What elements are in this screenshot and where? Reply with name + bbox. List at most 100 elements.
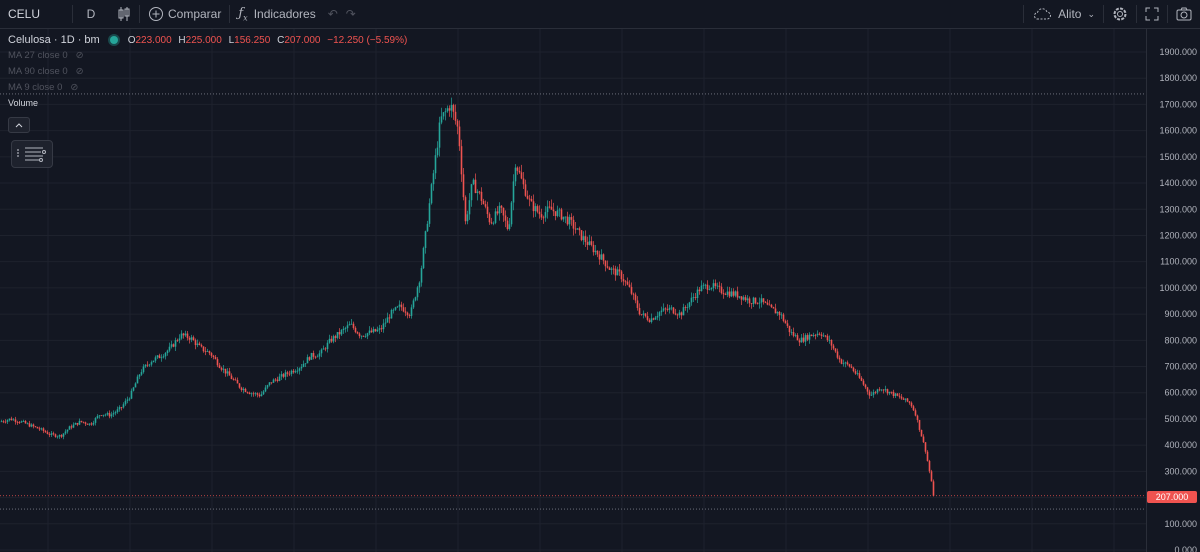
ma-27-row[interactable]: MA 27 close 0 ⊘ (8, 49, 84, 61)
symbol-search-button[interactable]: CELU (0, 0, 72, 28)
collapse-legend-button[interactable] (8, 117, 30, 133)
candle-body (614, 268, 617, 276)
candle-body (616, 269, 619, 276)
candle-body (766, 302, 769, 305)
chart-grid (0, 29, 1146, 552)
candle-body (870, 394, 873, 396)
candle-body (560, 209, 563, 220)
candle-body (604, 260, 607, 267)
ohlc-values: O223.000 H225.000 L156.250 C207.000 −12.… (127, 34, 408, 46)
candle-body (812, 335, 815, 337)
price-axis[interactable]: 1900.000 1800.000 1700.000 1600.000 1500.000… (1146, 29, 1200, 552)
gear-icon (1113, 7, 1127, 21)
candle-body (456, 120, 459, 127)
candle-body (82, 421, 85, 423)
candle-body (892, 391, 895, 397)
candle-body (386, 317, 389, 323)
candle-body (470, 184, 473, 201)
candle-body (92, 422, 95, 425)
candle-body (202, 346, 205, 352)
candle-body (160, 357, 163, 359)
candle-body (726, 291, 729, 295)
candle-body (692, 297, 695, 299)
candle-body (478, 191, 481, 193)
candle-body (56, 436, 59, 438)
candle-body (644, 313, 647, 317)
candle-body (244, 388, 247, 393)
candle-body (432, 173, 435, 185)
candle-body (48, 433, 51, 435)
price-tick-label: 1600.000 (1159, 126, 1197, 136)
plus-circle-icon (149, 7, 163, 21)
candle-body (598, 254, 601, 260)
candle-body (670, 307, 673, 309)
candle-body (686, 307, 689, 308)
candle-body (476, 191, 479, 194)
candle-body (634, 294, 637, 301)
candle-body (440, 116, 443, 123)
ma-90-row[interactable]: MA 90 close 0 ⊘ (8, 65, 84, 77)
candle-body (482, 200, 485, 205)
candle-body (736, 291, 739, 298)
candle-body (562, 216, 565, 220)
candle-body (542, 217, 545, 219)
candle-body (592, 244, 595, 253)
candle-body (242, 388, 245, 391)
candle-body (292, 370, 295, 373)
candle-body (94, 418, 97, 423)
candle-body (906, 398, 909, 402)
candle-body (922, 436, 925, 443)
fullscreen-icon (1145, 7, 1159, 21)
candle-body (522, 178, 525, 185)
candle-body (788, 325, 791, 333)
undo-button[interactable]: ↶ (324, 0, 342, 28)
candle-body (856, 373, 859, 375)
screenshot-button[interactable] (1168, 0, 1200, 28)
candle-body (266, 385, 269, 388)
indicators-label: Indicadores (253, 7, 316, 21)
eye-hidden-icon[interactable]: ⊘ (70, 81, 79, 93)
series-name[interactable]: Celulosa · 1D · bm (8, 34, 100, 46)
candle-body (590, 241, 593, 245)
candle-body (108, 413, 111, 417)
candle-body (824, 335, 827, 337)
layout-button[interactable]: Alito ⌄ (1024, 0, 1103, 28)
candle-body (564, 216, 567, 218)
settings-button[interactable] (1104, 0, 1136, 28)
eye-hidden-icon[interactable]: ⊘ (75, 49, 84, 61)
candle-body (198, 343, 201, 346)
candle-body (878, 389, 881, 391)
candle-body (428, 203, 431, 224)
fullscreen-button[interactable] (1137, 0, 1167, 28)
compare-button[interactable]: Comparar (140, 0, 229, 28)
volume-label[interactable]: Volume (8, 98, 39, 108)
candle-body (668, 307, 671, 310)
candle-body (546, 206, 549, 213)
redo-button[interactable]: ↷ (342, 0, 360, 28)
price-tick-label: 1900.000 (1159, 47, 1197, 57)
interval-button[interactable]: D (73, 0, 109, 28)
ma-9-row[interactable]: MA 9 close 0 ⊘ (8, 81, 79, 93)
candle-body (860, 377, 863, 381)
candle-body (46, 432, 49, 434)
candle-body (130, 390, 133, 399)
candle-body (916, 415, 919, 420)
candle-body (718, 285, 721, 287)
eye-hidden-icon[interactable]: ⊘ (75, 65, 84, 77)
candle-body (454, 111, 457, 121)
candle-body (474, 179, 477, 194)
chart-type-button[interactable] (109, 0, 139, 28)
price-chart[interactable] (0, 29, 1146, 552)
candle-body (10, 418, 13, 421)
candle-body (494, 211, 497, 223)
candle-body (502, 207, 505, 216)
candle-body (460, 146, 463, 175)
candle-body (900, 396, 903, 399)
candle-body (580, 230, 583, 241)
candle-body (810, 334, 813, 337)
object-tree-button[interactable] (11, 140, 53, 168)
indicators-button[interactable]: ƒx Indicadores (230, 0, 323, 28)
candle-body (54, 434, 57, 437)
candle-body (806, 335, 809, 340)
toolbar-divider (1136, 5, 1137, 23)
